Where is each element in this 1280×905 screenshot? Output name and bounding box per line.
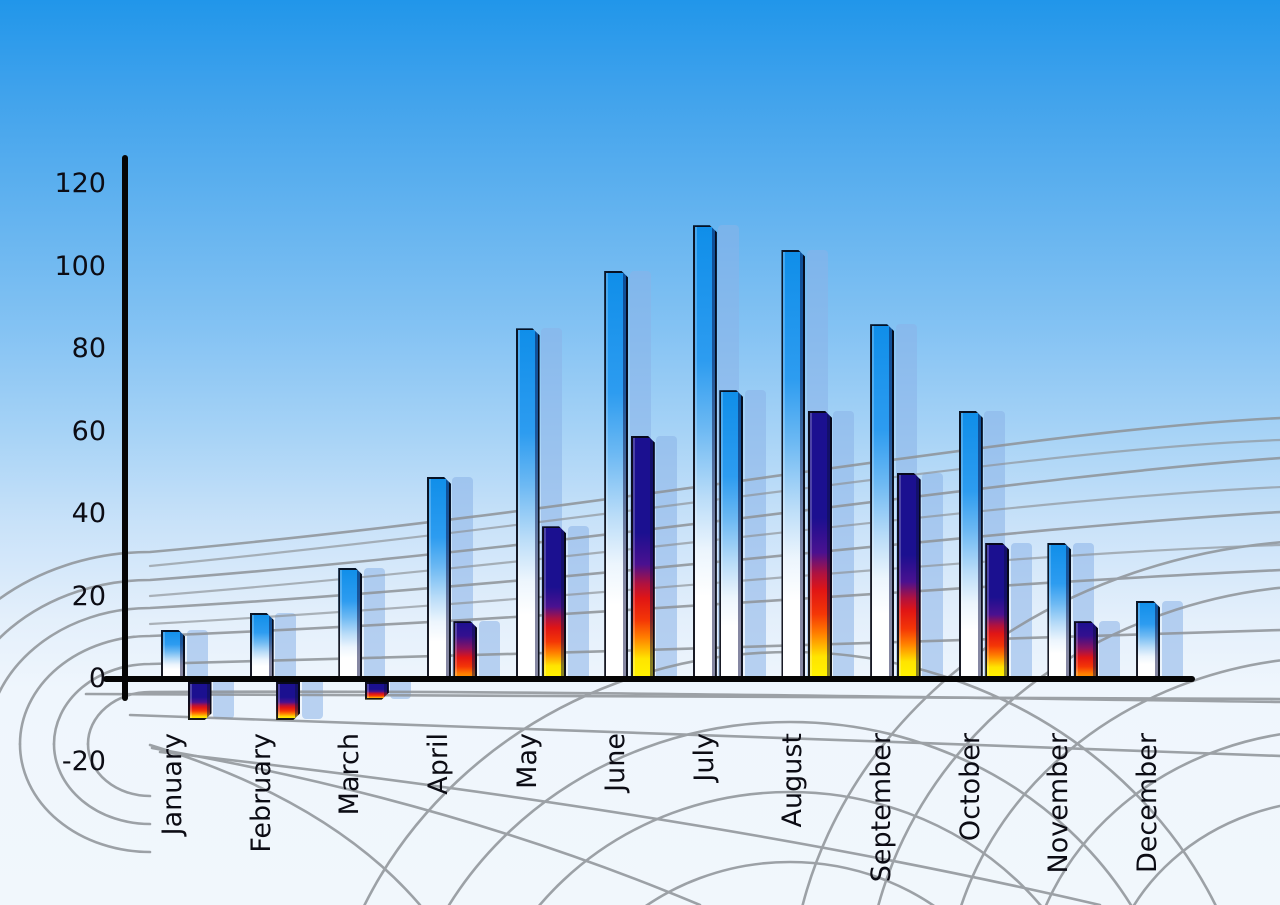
grid-line — [158, 750, 1102, 905]
bar-april-series2 — [453, 621, 477, 678]
bar-june-series1 — [604, 271, 628, 678]
bar-august-series1 — [781, 250, 805, 678]
y-tick-label: 100 — [54, 250, 106, 282]
grid-line — [18, 742, 152, 854]
bar-may-series2 — [542, 526, 566, 678]
bar-april-series1 — [427, 477, 451, 678]
bar-october-series1 — [959, 411, 983, 678]
x-tick-label: December — [1132, 733, 1164, 874]
grid-arc — [447, 720, 1133, 905]
x-tick-label: October — [954, 733, 986, 842]
x-tick-label: February — [245, 733, 277, 853]
x-tick-label: May — [511, 733, 543, 789]
x-tick-label: August — [777, 733, 809, 828]
y-tick-label: 20 — [71, 580, 106, 612]
grid-line — [52, 628, 1280, 746]
x-axis-line — [103, 676, 1195, 682]
bar-echo — [1010, 542, 1032, 676]
bar-december-series1 — [1136, 601, 1160, 678]
bar-september-series1 — [870, 324, 894, 678]
grid-line — [150, 746, 702, 905]
y-tick-label: 0 — [88, 663, 106, 694]
bar-february-series2 — [276, 682, 300, 720]
x-tick-label: March — [334, 733, 366, 816]
y-tick-label: -20 — [61, 745, 106, 777]
bar-march-series1 — [338, 568, 362, 678]
bar-november-series1 — [1047, 543, 1071, 678]
y-tick-label: 120 — [54, 168, 106, 199]
bar-july-series1 — [693, 225, 717, 678]
grid-line — [148, 543, 1280, 626]
bar-june-series2 — [631, 436, 655, 678]
bar-january-series1 — [161, 630, 185, 679]
bar-echo — [656, 435, 678, 676]
y-tick-label: 40 — [71, 498, 106, 529]
x-tick-label: June — [600, 733, 632, 792]
bar-november-series2 — [1074, 621, 1098, 678]
bar-january-series2 — [188, 682, 212, 720]
bar-echo — [363, 567, 385, 676]
grid-line — [0, 510, 1280, 694]
x-tick-label: April — [422, 733, 454, 795]
y-tick-label: 60 — [71, 415, 106, 447]
grid-line — [128, 713, 1280, 758]
bar-echo — [478, 621, 500, 676]
grid-arc — [538, 790, 1042, 905]
bar-echo — [744, 390, 766, 676]
bar-may-series1 — [516, 328, 540, 678]
grid-line — [86, 742, 152, 798]
bar-february-series1 — [250, 613, 274, 678]
bar-echo — [186, 629, 208, 676]
y-tick-label: 80 — [71, 333, 106, 364]
bar-echo — [833, 410, 855, 676]
grid-arc — [645, 860, 935, 905]
bar-echo — [567, 526, 589, 676]
y-axis-line — [122, 155, 128, 701]
bar-july-series2 — [719, 390, 743, 678]
grid-line — [52, 742, 152, 826]
x-tick-label: September — [866, 733, 898, 883]
bar-september-series2 — [897, 473, 921, 678]
x-tick-label: January — [157, 733, 188, 836]
grid-line — [0, 416, 1280, 601]
bar-august-series2 — [808, 411, 832, 678]
bar-echo — [1161, 600, 1183, 676]
bar-echo — [922, 472, 944, 676]
bar-october-series2 — [985, 543, 1009, 678]
x-tick-label: July — [688, 733, 720, 782]
grid-line — [0, 456, 1280, 640]
grid-line — [148, 743, 422, 905]
bar-march-series2 — [365, 682, 389, 700]
x-tick-label: November — [1043, 733, 1075, 874]
